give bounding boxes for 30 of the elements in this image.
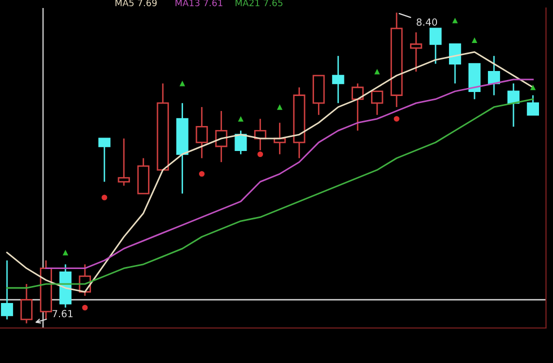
candlestick: [215, 110, 228, 163]
point: [199, 171, 205, 177]
candlestick: [20, 283, 33, 324]
candlestick: [371, 90, 384, 116]
candlestick: [526, 94, 539, 116]
candlestick: [430, 28, 442, 64]
point: [374, 68, 380, 74]
annotation: 8.40: [416, 18, 438, 26]
candlestick: [196, 106, 208, 159]
candlestick: [234, 130, 247, 155]
point: [257, 151, 264, 158]
point: [472, 37, 478, 43]
candlestick: [352, 82, 364, 132]
annotation: 7.61: [52, 310, 73, 318]
candlestick: [507, 82, 520, 128]
point: [394, 116, 400, 122]
point: [530, 84, 536, 90]
candlestick: [332, 55, 344, 104]
candlestick: [410, 32, 422, 72]
point: [102, 194, 108, 200]
candlestick: [118, 138, 130, 186]
candlestick: [0, 260, 14, 320]
point: [276, 104, 282, 110]
candlestick: [98, 138, 110, 182]
candlestick: [448, 43, 462, 84]
point: [82, 304, 88, 310]
point: [452, 18, 458, 24]
candlestick: [488, 55, 500, 96]
point: [238, 116, 244, 122]
point: [62, 250, 68, 256]
